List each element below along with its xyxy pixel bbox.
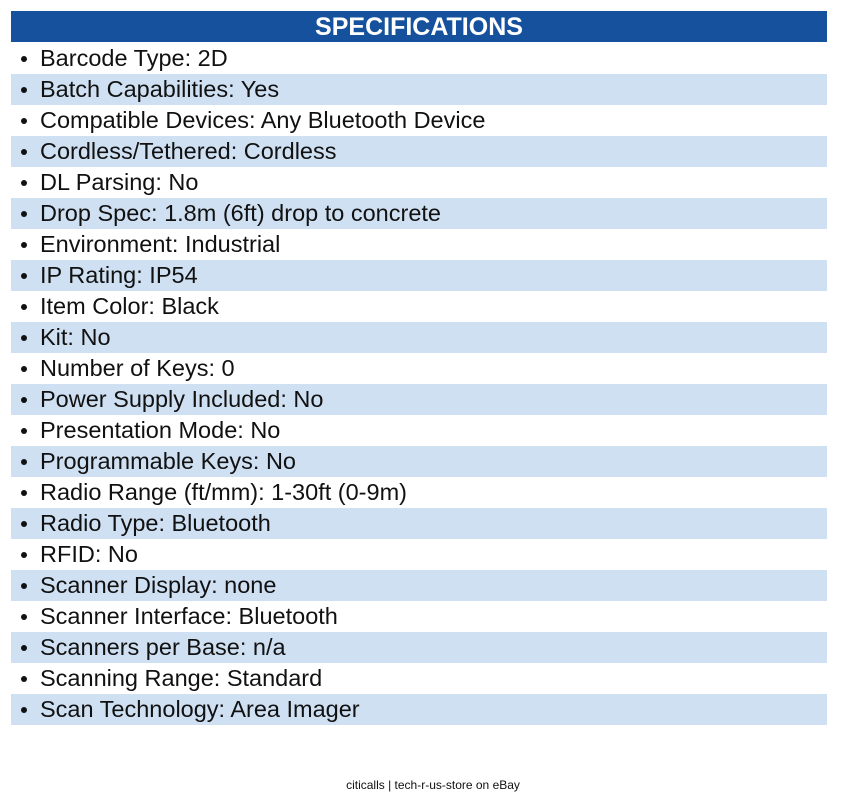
- spec-item: RFID: No: [11, 539, 827, 570]
- spec-item: Compatible Devices: Any Bluetooth Device: [11, 105, 827, 136]
- spec-item: Barcode Type: 2D: [11, 43, 827, 74]
- spec-item: Scanner Display: none: [11, 570, 827, 601]
- spec-item: Kit: No: [11, 322, 827, 353]
- spec-item: Item Color: Black: [11, 291, 827, 322]
- spec-item: DL Parsing: No: [11, 167, 827, 198]
- spec-item: Scan Technology: Area Imager: [11, 694, 827, 725]
- spec-item: Radio Range (ft/mm): 1-30ft (0-9m): [11, 477, 827, 508]
- spec-item: Environment: Industrial: [11, 229, 827, 260]
- spec-item: Programmable Keys: No: [11, 446, 827, 477]
- spec-item: Number of Keys: 0: [11, 353, 827, 384]
- spec-item: Batch Capabilities: Yes: [11, 74, 827, 105]
- spec-item: Scanning Range: Standard: [11, 663, 827, 694]
- spec-item: Scanners per Base: n/a: [11, 632, 827, 663]
- spec-item: Power Supply Included: No: [11, 384, 827, 415]
- header-title: SPECIFICATIONS: [11, 11, 827, 42]
- spec-item: Radio Type: Bluetooth: [11, 508, 827, 539]
- spec-item: Presentation Mode: No: [11, 415, 827, 446]
- spec-item: Scanner Interface: Bluetooth: [11, 601, 827, 632]
- footer-text: citicalls | tech-r-us-store on eBay: [346, 778, 520, 792]
- spec-item: Drop Spec: 1.8m (6ft) drop to concrete: [11, 198, 827, 229]
- spec-item: IP Rating: IP54: [11, 260, 827, 291]
- spec-list: Barcode Type: 2D Batch Capabilities: Yes C…: [11, 43, 827, 725]
- spec-item: Cordless/Tethered: Cordless: [11, 136, 827, 167]
